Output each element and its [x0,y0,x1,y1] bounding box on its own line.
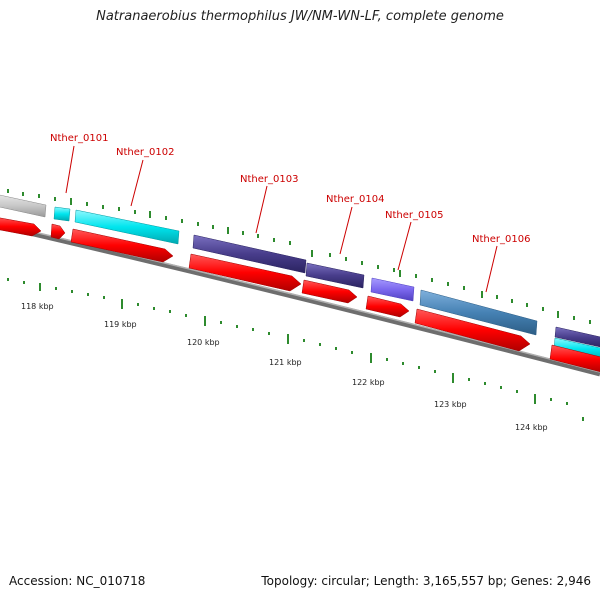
cds-arrow-nther-0105[interactable] [365,295,410,318]
cds-arrow-track [0,217,600,373]
scale-label-124: 124 kbp [515,423,548,432]
scale-label-119: 119 kbp [104,320,137,329]
gene-block-nther-0104[interactable] [305,262,365,289]
gene-label-nther-0103[interactable]: Nther_0103 [240,174,298,185]
cds-arrow-nther-0103[interactable] [188,253,302,292]
label-leaders [65,145,498,293]
scale-label-121: 121 kbp [269,358,302,367]
scale-label-122: 122 kbp [352,378,385,387]
gene-label-nther-0101[interactable]: Nther_0101 [50,133,108,144]
gene-feature-track [0,194,600,360]
scale-label-118: 118 kbp [21,302,54,311]
gene-label-nther-0106[interactable]: Nther_0106 [472,234,530,245]
gene-label-nther-0105[interactable]: Nther_0105 [385,210,443,221]
gene-block-nther-0103[interactable] [192,234,307,274]
genome-backbone [0,223,600,377]
gene-label-nther-0104[interactable]: Nther_0104 [326,194,384,205]
gene-block-nther-0105[interactable] [370,277,415,302]
map-title: Natranaerobius thermophilus JW/NM-WN-LF,… [96,9,504,24]
gene-block-nther-0101[interactable] [53,206,71,222]
genome-summary-text: Topology: circular; Length: 3,165,557 bp… [261,574,591,588]
scale-label-123: 123 kbp [434,400,467,409]
gene-block-next-1[interactable] [554,326,600,348]
cds-arrow-nther-0101[interactable] [50,223,66,240]
gene-block-nther-0106[interactable] [419,289,538,336]
gene-block-nther-0102[interactable] [74,209,180,245]
cds-arrow-nther-0104[interactable] [301,279,358,304]
gene-label-nther-0102[interactable]: Nther_0102 [116,147,174,158]
lower-tick-track [7,278,584,421]
upper-tick-track [7,189,591,324]
cds-arrow-nther-0102[interactable] [70,228,174,263]
scale-label-120: 120 kbp [187,338,220,347]
gene-block-prev[interactable] [0,194,47,218]
cds-arrow-nther-0106[interactable] [414,308,531,352]
cds-arrow-next[interactable] [549,344,600,373]
cds-arrow-prev[interactable] [0,217,42,237]
accession-text: Accession: NC_010718 [9,574,146,588]
